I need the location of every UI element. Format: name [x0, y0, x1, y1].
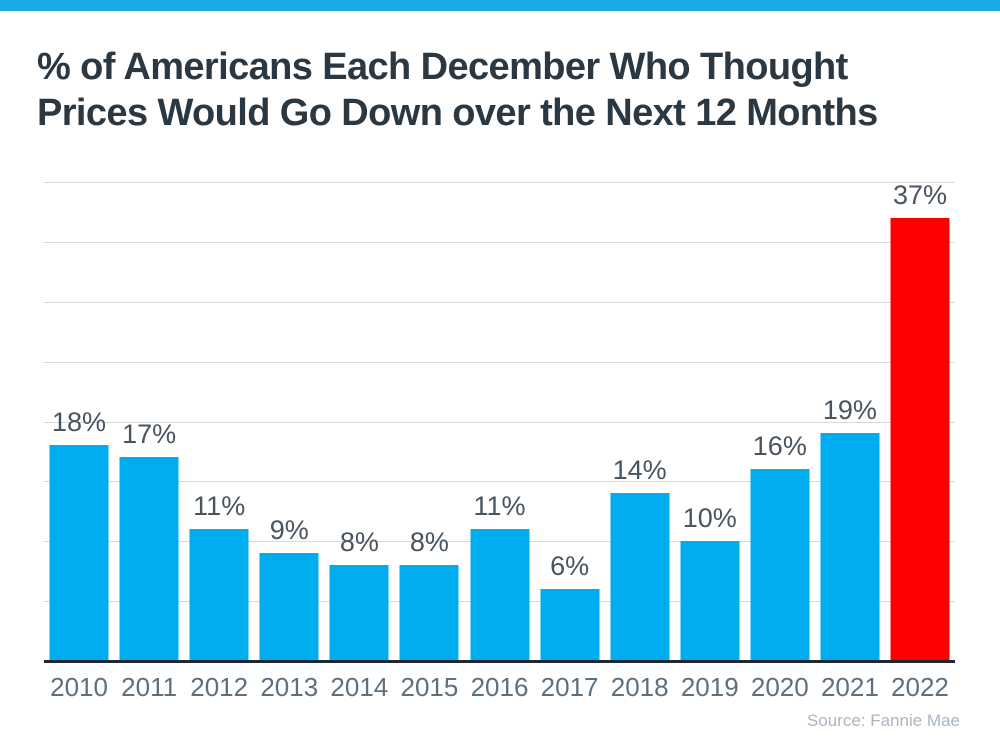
x-tick-label-2020: 2020 [750, 672, 809, 702]
bar-2010 [49, 445, 109, 661]
x-tick-label-2021: 2021 [820, 672, 879, 702]
bar-2011 [119, 457, 179, 661]
bar-slot-2015: 8% [394, 182, 464, 661]
bar-slot-2019: 10% [675, 182, 745, 661]
bar-series: 18% 17% 11% 9% 8% 8% 11% 6% 14% 10% 16% 19% 37% [44, 179, 955, 661]
bar-slot-2018: 14% [605, 182, 675, 661]
bar-value-label-2014: 8% [339, 527, 379, 558]
bar-value-label-2021: 19% [822, 395, 877, 426]
bar-slot-2011: 17% [114, 182, 184, 661]
bar-slot-2017: 6% [535, 182, 605, 661]
x-tick-label-2011: 2011 [121, 672, 178, 702]
bar-2018 [610, 493, 670, 661]
x-axis-tick-labels: 2010 2011 2012 2013 2014 2015 2016 2017 2018 2019… [44, 672, 955, 703]
bar-slot-2021: 19% [815, 182, 885, 661]
bar-2022 [890, 217, 950, 661]
source-text: Source: Fannie Mae [806, 711, 960, 730]
bar-2020 [750, 469, 810, 661]
x-tick-label-2019: 2019 [680, 672, 739, 702]
gridline-35 [44, 241, 955, 243]
bar-value-label-2020: 16% [752, 431, 807, 462]
bar-value-label-2013: 9% [269, 515, 309, 546]
gridline-25 [44, 361, 955, 363]
gridline-20 [44, 421, 955, 423]
bar-slot-2013: 9% [254, 182, 324, 661]
bar-2017 [540, 589, 600, 661]
bar-slot-2020: 16% [745, 182, 815, 661]
x-axis-line [44, 660, 955, 663]
bar-2016 [470, 529, 529, 661]
bar-2015 [399, 565, 459, 661]
bar-slot-2016: 11% [464, 182, 534, 661]
gridline-30 [44, 301, 955, 303]
bar-value-label-2016: 11% [473, 491, 526, 522]
bar-slot-2012: 11% [184, 182, 254, 661]
gridline-15 [44, 481, 955, 483]
page-title-line1: % of Americans Each December Who Thought [37, 46, 848, 88]
bar-value-label-2010: 18% [52, 407, 107, 438]
top-accent-strip [0, 0, 1000, 11]
chart-area: 18% 17% 11% 9% 8% 8% 11% 6% 14% 10% 16% 19% 37% [44, 179, 955, 663]
bar-2019 [680, 541, 740, 661]
bar-2013 [259, 553, 319, 661]
x-tick-label-2013: 2013 [260, 672, 319, 702]
bar-2012 [189, 529, 249, 661]
x-tick-label-2014: 2014 [330, 672, 389, 702]
bar-value-label-2015: 8% [409, 527, 449, 558]
x-tick-label-2012: 2012 [190, 672, 249, 702]
x-tick-label-2022: 2022 [891, 672, 949, 702]
bar-2021 [820, 433, 880, 661]
x-tick-label-2016: 2016 [470, 672, 529, 702]
page-title: % of Americans Each December Who Thought… [37, 44, 878, 136]
bar-value-label-2011: 17% [122, 419, 177, 450]
bar-value-label-2018: 14% [612, 455, 667, 486]
bar-value-label-2019: 10% [682, 503, 737, 534]
gridline-40 [44, 182, 955, 183]
x-tick-label-2018: 2018 [610, 672, 669, 702]
x-tick-label-2017: 2017 [540, 672, 599, 702]
bar-value-label-2017: 6% [550, 551, 590, 582]
x-tick-label-2015: 2015 [400, 672, 459, 702]
bar-slot-2014: 8% [324, 182, 394, 661]
bar-value-label-2022: 37% [892, 179, 947, 210]
x-tick-label-2010: 2010 [50, 672, 108, 702]
bar-2014 [329, 565, 389, 661]
bar-slot-2022: 37% [885, 179, 955, 661]
page-title-line2: Prices Would Go Down over the Next 12 Mo… [37, 92, 878, 134]
bar-value-label-2012: 11% [193, 491, 246, 522]
bar-slot-2010: 18% [44, 182, 114, 661]
